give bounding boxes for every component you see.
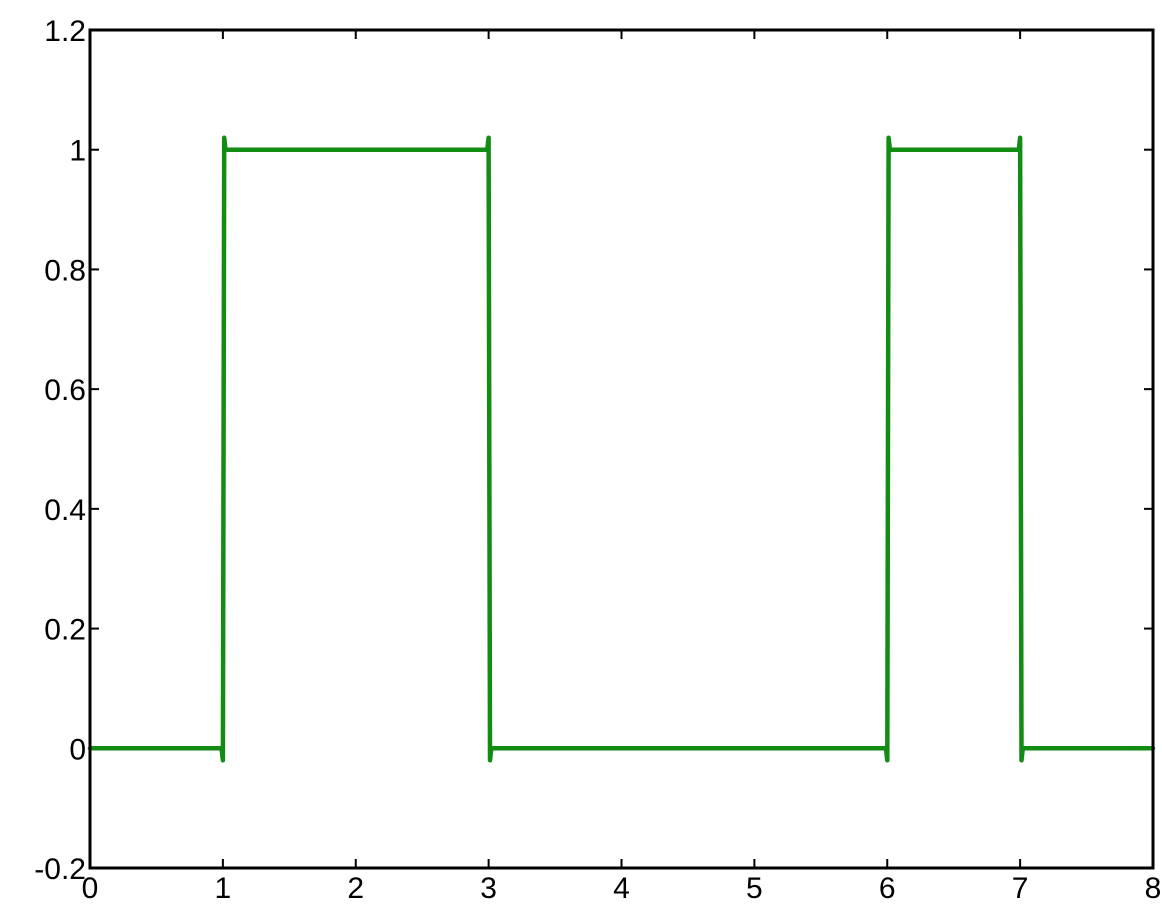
- plot-frame: [88, 28, 1155, 870]
- y-tick-label: 0.8: [44, 254, 86, 287]
- x-tick-label: 5: [746, 872, 763, 905]
- x-tick-label: 1: [215, 872, 232, 905]
- x-tick-label: 8: [1145, 872, 1162, 905]
- y-tick-label: -0.2: [34, 853, 86, 886]
- series-line: [87, 135, 1156, 763]
- y-tick-label: 0: [69, 733, 86, 766]
- y-tick-label: 0.2: [44, 614, 86, 647]
- y-tick-label: 1: [69, 135, 86, 168]
- x-tick-label: 0: [82, 872, 99, 905]
- plot-background: [90, 30, 1153, 868]
- x-tick-label: 7: [1012, 872, 1029, 905]
- series-layer: [87, 135, 1156, 763]
- y-tick-label: 1.2: [44, 15, 86, 48]
- x-tick-label: 2: [347, 872, 364, 905]
- x-tick-label: 4: [613, 872, 630, 905]
- y-tick-labels: -0.2 0 0.2 0.4 0.6 0.8 1 1.2: [34, 15, 86, 886]
- x-tick-label: 3: [480, 872, 497, 905]
- x-tick-label: 6: [879, 872, 896, 905]
- x-tick-labels: 0 1 2 3 4 5 6 7 8: [82, 872, 1162, 905]
- y-tick-label: 0.4: [44, 494, 86, 527]
- y-tick-label: 0.6: [44, 374, 86, 407]
